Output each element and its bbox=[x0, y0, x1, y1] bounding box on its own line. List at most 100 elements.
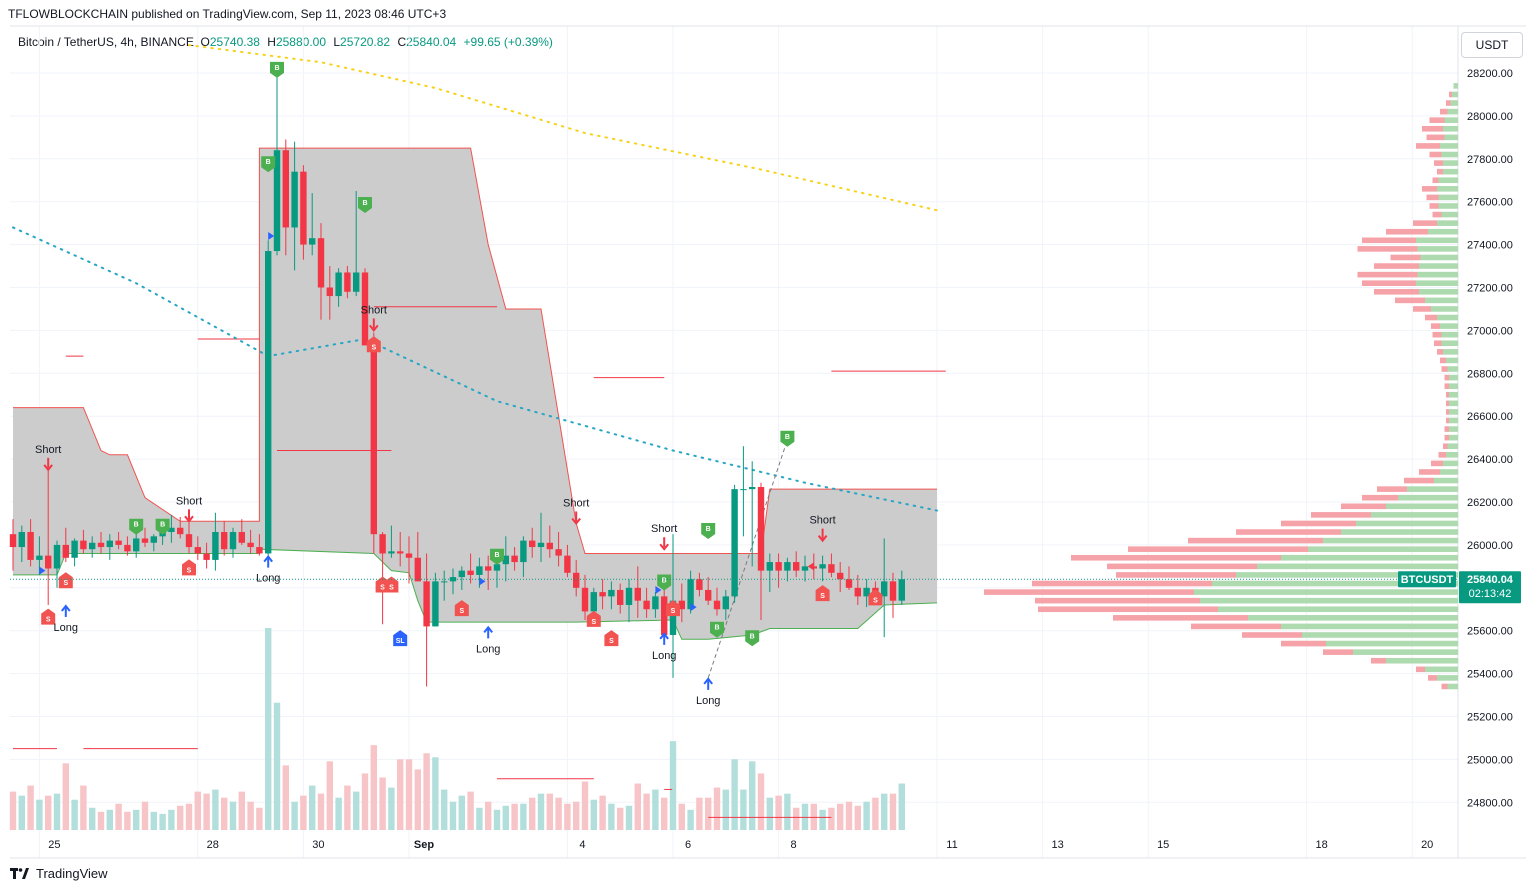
volume-bar bbox=[687, 809, 694, 830]
volume-bar bbox=[247, 801, 254, 830]
volume-bar bbox=[45, 795, 52, 830]
buy-tag-shape bbox=[701, 523, 716, 540]
small-arrow-icon bbox=[690, 603, 697, 612]
volume-bar bbox=[872, 797, 879, 830]
candle-body bbox=[881, 581, 888, 597]
candle-body bbox=[669, 600, 677, 635]
volume-bar bbox=[71, 799, 78, 830]
long-arrow-head bbox=[483, 625, 493, 634]
profile-sell-bar bbox=[1362, 280, 1416, 287]
profile-sell-bar bbox=[1362, 494, 1398, 501]
profile-buy-bar bbox=[1419, 263, 1458, 269]
volume-bars bbox=[9, 628, 905, 830]
candle-body bbox=[731, 489, 738, 597]
volume-bar bbox=[317, 793, 325, 830]
tag-s: S bbox=[41, 608, 56, 625]
profile-sell-bar bbox=[1107, 563, 1257, 570]
candle-body bbox=[854, 587, 861, 597]
candle-body bbox=[423, 581, 430, 627]
profile-sell-bar bbox=[1395, 297, 1425, 304]
volume-bar bbox=[705, 797, 712, 830]
volume-bar bbox=[115, 803, 122, 830]
candle-body bbox=[493, 564, 501, 571]
candle-body bbox=[379, 534, 386, 554]
profile-buy-bar bbox=[1447, 366, 1458, 372]
candle-body bbox=[194, 547, 201, 554]
signal-long: Long bbox=[652, 632, 676, 662]
candle-body bbox=[608, 589, 615, 597]
candle-body bbox=[775, 562, 782, 571]
volume-bar bbox=[36, 799, 43, 830]
volume-bar bbox=[784, 793, 791, 830]
volume-bar bbox=[529, 797, 536, 830]
profile-buy-bar bbox=[1440, 323, 1458, 329]
band-fill bbox=[13, 148, 937, 640]
volume-bar bbox=[722, 789, 729, 830]
candle-body bbox=[141, 538, 149, 543]
price-tick-label: 27000.00 bbox=[1467, 325, 1513, 337]
volume-bar bbox=[229, 801, 237, 830]
symbol-name: Bitcoin / TetherUS, 4h, BINANCE bbox=[18, 35, 194, 49]
candle-body bbox=[397, 551, 404, 554]
profile-sell-bar bbox=[1032, 580, 1212, 587]
profile-sell-bar bbox=[1242, 632, 1302, 638]
last-price-value: 25840.04 bbox=[1467, 574, 1514, 586]
volume-bar bbox=[141, 801, 149, 830]
volume-bar bbox=[766, 797, 773, 830]
candle-body bbox=[889, 581, 897, 601]
long-arrow-head bbox=[61, 604, 71, 612]
profile-buy-bar bbox=[1441, 151, 1458, 158]
price-tick-label: 25600.00 bbox=[1467, 626, 1513, 638]
profile-buy-bar bbox=[1420, 254, 1458, 261]
high-value: 25880.00 bbox=[275, 35, 327, 49]
price-axis[interactable]: 24800.00 25000.00 25200.00 25400.00 25600.00… bbox=[1467, 68, 1513, 809]
tag-s: S bbox=[384, 576, 399, 593]
profile-buy-bar bbox=[1438, 194, 1458, 201]
profile-buy-bar bbox=[1417, 246, 1458, 252]
profile-sell-bar bbox=[1323, 649, 1353, 655]
tag-s: S bbox=[586, 610, 601, 627]
price-tick-label: 28000.00 bbox=[1467, 111, 1513, 123]
candle-body bbox=[529, 540, 536, 548]
volume-bar bbox=[634, 783, 641, 830]
volume-bar bbox=[625, 805, 633, 830]
volume-bar bbox=[133, 809, 140, 830]
candle-body bbox=[45, 555, 52, 569]
buy-tag-shape bbox=[657, 574, 672, 591]
volume-bar bbox=[9, 791, 17, 830]
footer-brand[interactable]: TradingView bbox=[10, 866, 108, 881]
candle-body bbox=[221, 532, 228, 550]
price-tick-label: 25200.00 bbox=[1467, 712, 1513, 724]
short-arrow-head bbox=[571, 517, 581, 526]
long-arrow-head bbox=[659, 632, 669, 640]
profile-sell-bar bbox=[1434, 340, 1442, 347]
time-tick-label: Sep bbox=[414, 839, 434, 851]
tag-label: S bbox=[63, 580, 68, 587]
candle-body bbox=[282, 150, 289, 228]
profile-buy-bar bbox=[1438, 177, 1458, 184]
brand-label: TradingView bbox=[36, 866, 108, 881]
volume-bar bbox=[124, 811, 131, 830]
time-axis[interactable]: 25 28 30 Sep 4 6 8 11 13 15 18 20 bbox=[48, 839, 1433, 851]
profile-buy-bar bbox=[1444, 117, 1458, 123]
close-value: 25840.04 bbox=[406, 35, 457, 49]
volume-bar bbox=[370, 745, 377, 830]
volume-bar bbox=[881, 793, 888, 830]
profile-sell-bar bbox=[1444, 434, 1449, 441]
candle-body bbox=[353, 272, 360, 292]
volume-bar bbox=[581, 781, 589, 830]
currency-button[interactable]: USDT bbox=[1461, 32, 1523, 58]
volume-bar bbox=[106, 809, 113, 830]
candle-body bbox=[634, 587, 641, 601]
candle-body bbox=[898, 579, 905, 601]
candle-body bbox=[766, 562, 773, 571]
profile-buy-bar bbox=[1443, 349, 1458, 355]
candle-body bbox=[828, 564, 835, 573]
short-label: Short bbox=[563, 497, 589, 509]
grid-lines bbox=[10, 26, 1458, 858]
candle-body bbox=[722, 596, 729, 610]
profile-sell-bar bbox=[1404, 477, 1434, 484]
profile-sell-bar bbox=[1386, 228, 1428, 235]
signal-short: Short bbox=[809, 515, 836, 543]
